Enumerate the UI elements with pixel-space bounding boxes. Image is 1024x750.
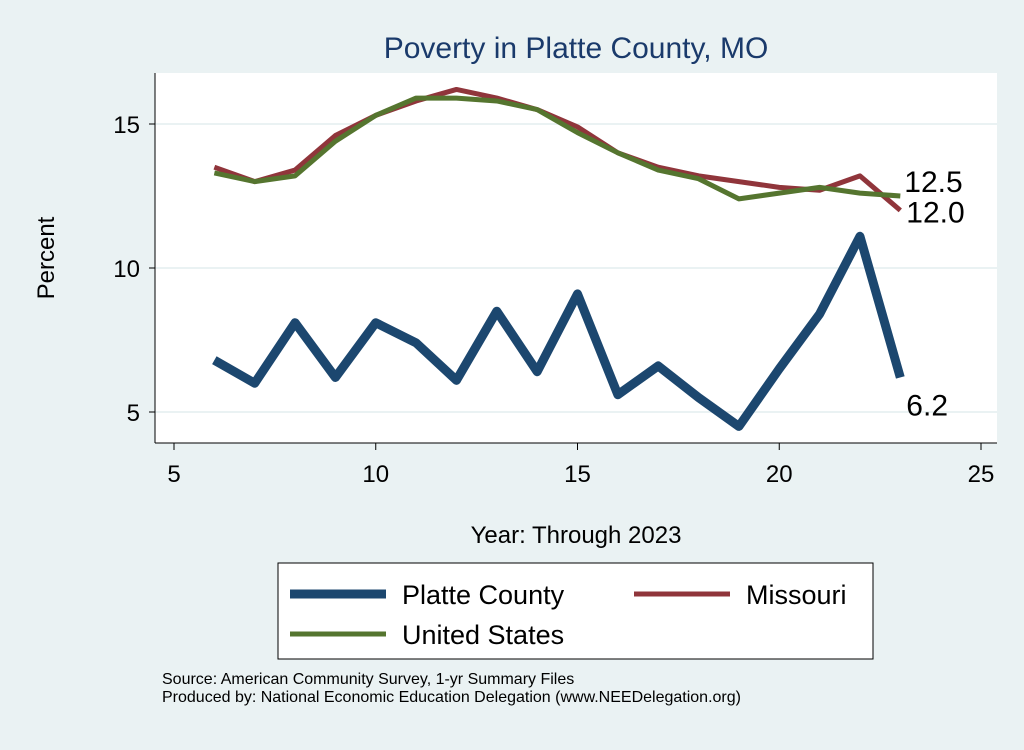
y-tick-label: 10 <box>113 256 140 283</box>
y-axis-label: Percent <box>33 216 60 299</box>
legend-label: United States <box>402 620 564 650</box>
legend-label: Missouri <box>746 580 847 610</box>
x-tick-label: 25 <box>968 461 995 488</box>
chart-title: Poverty in Platte County, MO <box>384 32 769 65</box>
end-label-missouri: 12.0 <box>906 196 964 229</box>
x-tick-label: 10 <box>362 461 389 488</box>
x-tick-label: 5 <box>167 461 180 488</box>
x-axis-label: Year: Through 2023 <box>471 522 682 549</box>
end-label-us: 12.5 <box>904 166 962 199</box>
y-tick-label: 5 <box>127 400 140 427</box>
legend <box>278 563 873 659</box>
source-note: Source: American Community Survey, 1-yr … <box>162 671 574 689</box>
x-tick-label: 15 <box>564 461 591 488</box>
y-tick-label: 15 <box>113 112 140 139</box>
x-tick-label: 20 <box>766 461 793 488</box>
end-label-platte: 6.2 <box>906 389 948 422</box>
produced-note: Produced by: National Economic Education… <box>162 689 741 707</box>
legend-label: Platte County <box>402 580 565 610</box>
